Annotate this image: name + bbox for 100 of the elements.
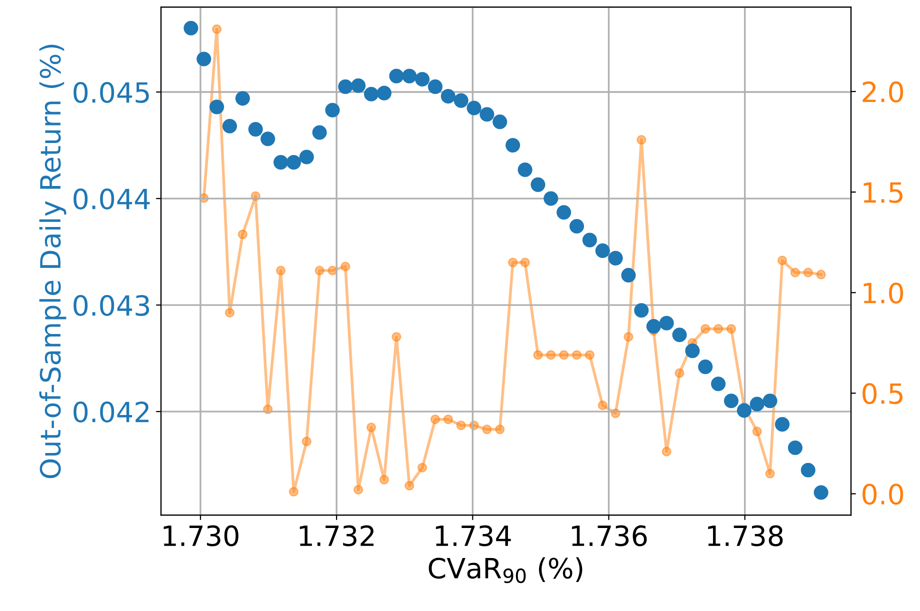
point (366, 422, 376, 432)
point (389, 68, 404, 84)
point (364, 86, 379, 102)
y-tick-label: 0.045 (74, 82, 149, 103)
point (402, 68, 417, 84)
point (506, 138, 520, 153)
point (762, 394, 778, 408)
point (260, 132, 276, 146)
point (533, 350, 543, 360)
point (417, 462, 428, 472)
y-tick-label: 0.044 (74, 188, 150, 210)
point (700, 324, 710, 334)
point (212, 24, 222, 34)
point (803, 268, 813, 278)
point (273, 155, 288, 170)
point (196, 52, 212, 66)
point (184, 20, 198, 36)
point (608, 250, 623, 266)
point (814, 485, 828, 500)
point (492, 114, 508, 130)
y-tick-label: 0.043 (74, 294, 150, 316)
point (415, 72, 430, 87)
point (752, 426, 762, 436)
point (659, 316, 674, 330)
point (595, 243, 610, 258)
point (379, 474, 390, 485)
point (286, 155, 301, 170)
point (224, 308, 235, 318)
point (544, 191, 558, 206)
point (750, 396, 764, 412)
point (338, 79, 353, 94)
point (456, 420, 466, 430)
point (482, 424, 492, 434)
point (430, 414, 440, 424)
x-tick-label: 1.730 (164, 525, 238, 546)
x-tick-label: 1.736 (572, 525, 647, 546)
point (558, 350, 569, 360)
point (454, 93, 468, 108)
point (495, 424, 505, 434)
x-tick-label: 1.738 (708, 525, 783, 546)
point (816, 270, 826, 280)
point (248, 122, 263, 137)
point (222, 118, 238, 134)
y2-tick-label: 1.5 (864, 182, 902, 204)
point (788, 440, 802, 456)
point (440, 88, 456, 104)
point (428, 79, 443, 94)
point (299, 150, 314, 164)
point (376, 86, 392, 100)
point (556, 205, 572, 220)
point (235, 91, 250, 106)
point (302, 436, 312, 446)
point (800, 462, 816, 478)
point (276, 266, 286, 276)
point (636, 134, 646, 145)
point (724, 394, 739, 408)
point (662, 446, 672, 456)
point (582, 232, 597, 248)
point (353, 484, 364, 495)
point (774, 417, 790, 432)
point (480, 107, 494, 122)
point (466, 100, 482, 116)
point (238, 229, 248, 240)
point (340, 262, 350, 272)
point (351, 78, 366, 93)
point (210, 100, 224, 114)
point (736, 403, 752, 418)
y2-tick-label: 0.0 (862, 484, 904, 505)
point (713, 324, 724, 334)
point (288, 486, 299, 497)
point (518, 162, 532, 178)
point (508, 258, 518, 268)
point (520, 258, 530, 268)
point (546, 350, 556, 360)
point (726, 324, 736, 334)
point (777, 256, 788, 266)
x-tick-label: 1.732 (300, 525, 374, 546)
point (685, 344, 700, 358)
point (698, 360, 713, 374)
point (530, 177, 546, 192)
point (621, 268, 636, 282)
y-tick-label: 0.042 (74, 401, 148, 422)
point (674, 368, 684, 378)
y2-tick-label: 1.0 (864, 282, 904, 304)
point (646, 319, 661, 334)
point (404, 480, 414, 491)
point (584, 350, 595, 360)
point (392, 332, 402, 342)
x-tick-label: 1.734 (436, 525, 511, 546)
point (314, 266, 324, 276)
point (672, 328, 687, 342)
point (624, 332, 634, 342)
point (790, 268, 800, 278)
y2-tick-label: 0.5 (862, 383, 902, 404)
point (443, 414, 454, 424)
point (572, 350, 582, 360)
point (634, 303, 649, 318)
point (711, 376, 726, 392)
point (598, 400, 608, 410)
point (569, 218, 584, 234)
